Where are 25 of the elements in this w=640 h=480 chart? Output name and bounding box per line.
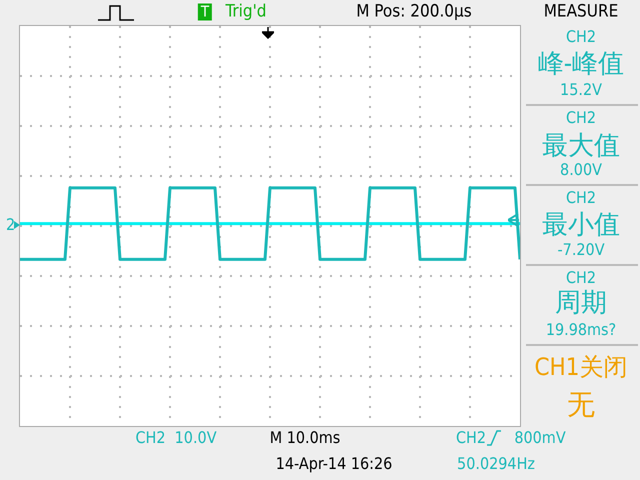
text: MEASURE xyxy=(544,2,618,22)
text: M 10.0ms xyxy=(270,428,340,447)
text: 周期 xyxy=(555,288,607,318)
text: 800mV xyxy=(514,428,566,447)
text: CH2 xyxy=(566,27,596,46)
text: T xyxy=(198,2,212,20)
text: CH2 10.0V xyxy=(135,428,217,447)
text: CH2 xyxy=(566,268,596,287)
text: CH2 xyxy=(566,188,596,207)
text: 8.00V xyxy=(560,160,602,179)
text: 无 xyxy=(567,388,595,421)
text: 19.98ms? xyxy=(546,320,616,339)
text: CH2 xyxy=(456,428,486,447)
text: -7.20V xyxy=(557,240,605,259)
text: CH1关闭 xyxy=(534,353,628,381)
text: Trig'd xyxy=(226,2,266,22)
text: 2 xyxy=(6,215,16,234)
text: 最大值 xyxy=(542,131,620,161)
text: 14-Apr-14 16:26 xyxy=(276,454,392,473)
text: 峰-峰值 xyxy=(538,49,624,79)
text: CH2 xyxy=(566,108,596,127)
text: 50.0294Hz xyxy=(457,454,535,473)
text: 最小值 xyxy=(542,210,620,240)
text: M Pos: 200.0µs xyxy=(356,2,472,22)
text: 15.2V xyxy=(560,80,602,99)
